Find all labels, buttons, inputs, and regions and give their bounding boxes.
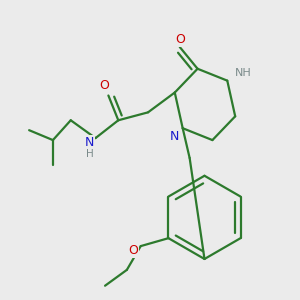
Text: N: N <box>170 130 179 142</box>
Text: O: O <box>100 79 110 92</box>
Text: H: H <box>86 149 93 159</box>
Text: O: O <box>128 244 138 256</box>
Text: N: N <box>85 136 94 148</box>
Text: O: O <box>175 32 185 46</box>
Text: NH: NH <box>235 68 252 78</box>
